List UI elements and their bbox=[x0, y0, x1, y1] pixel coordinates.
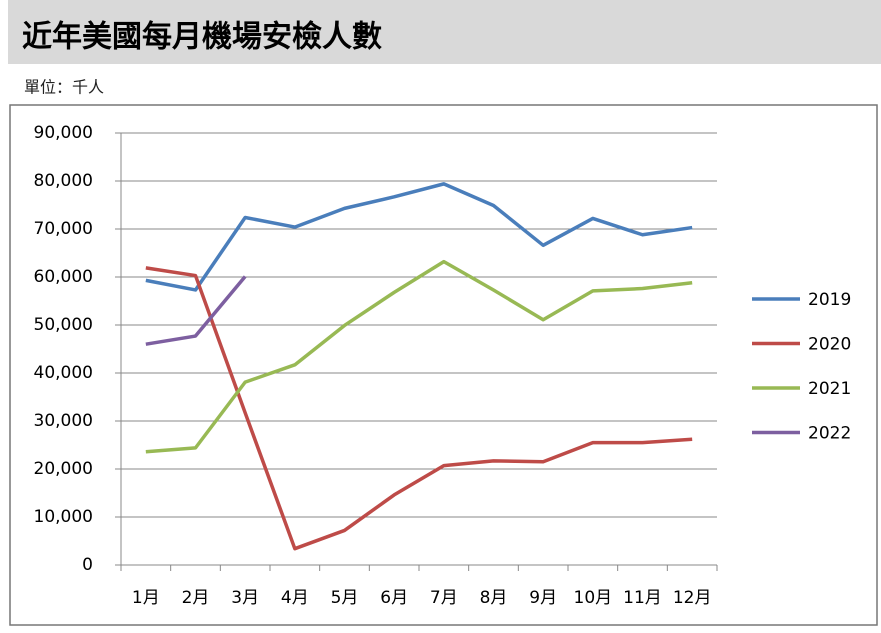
y-tick-label: 20,000 bbox=[34, 459, 93, 479]
series-line bbox=[145, 275, 247, 346]
chart-frame bbox=[9, 104, 878, 626]
x-tick-label: 3月 bbox=[231, 588, 259, 608]
x-tick-label: 7月 bbox=[430, 588, 458, 608]
y-tick-label: 80,000 bbox=[34, 171, 93, 191]
chart-subtitle: 單位：千人 bbox=[24, 78, 104, 97]
x-tick-label: 8月 bbox=[480, 588, 508, 608]
x-tick-label: 12月 bbox=[673, 588, 712, 608]
x-tick-label: 2月 bbox=[182, 588, 210, 608]
x-tick-label: 9月 bbox=[529, 588, 557, 608]
series-line bbox=[145, 266, 693, 551]
x-tick-label: 1月 bbox=[132, 588, 160, 608]
y-tick-label: 60,000 bbox=[34, 267, 93, 287]
title-band bbox=[8, 0, 881, 64]
legend-label: 2022 bbox=[808, 424, 851, 444]
x-tick-label: 4月 bbox=[281, 588, 309, 608]
y-tick-label: 40,000 bbox=[34, 363, 93, 383]
x-tick-label: 10月 bbox=[574, 588, 613, 608]
y-tick-label: 70,000 bbox=[34, 219, 93, 239]
y-tick-label: 90,000 bbox=[34, 123, 93, 143]
legend-label: 2020 bbox=[808, 335, 851, 355]
series-line bbox=[145, 259, 693, 454]
y-tick-label: 30,000 bbox=[34, 411, 93, 431]
y-tick-label: 10,000 bbox=[34, 507, 93, 527]
legend-label: 2021 bbox=[808, 379, 851, 399]
legend-label: 2019 bbox=[808, 290, 851, 310]
x-tick-label: 11月 bbox=[623, 588, 662, 608]
y-tick-label: 0 bbox=[82, 555, 93, 575]
x-tick-label: 5月 bbox=[331, 588, 359, 608]
series-line bbox=[145, 182, 693, 292]
x-tick-label: 6月 bbox=[380, 588, 408, 608]
chart-title: 近年美國每月機場安檢人數 bbox=[22, 20, 382, 55]
y-tick-label: 50,000 bbox=[34, 315, 93, 335]
